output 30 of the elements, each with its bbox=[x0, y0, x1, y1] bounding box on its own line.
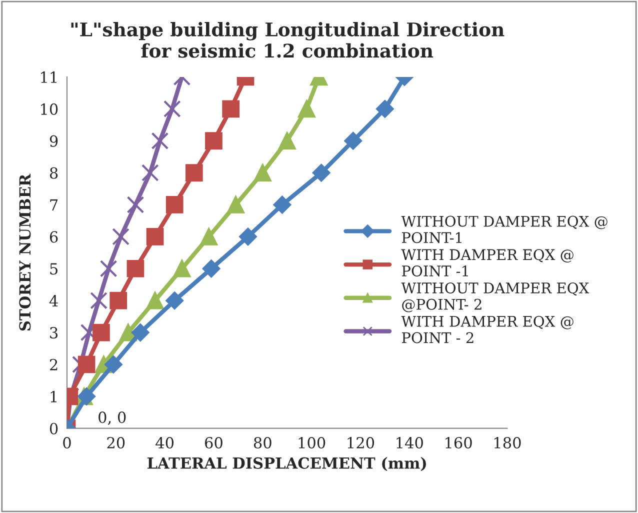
x-tick-label: 120 bbox=[348, 436, 374, 449]
legend-label: WITH DAMPER EQX @ POINT - 2 bbox=[401, 316, 574, 344]
x-tick-label: 140 bbox=[396, 436, 423, 449]
x-tick-label: 0 bbox=[63, 436, 71, 449]
y-tick-label: 4 bbox=[49, 295, 58, 306]
y-tick-label: 9 bbox=[50, 135, 58, 147]
y-tick-label: 10 bbox=[41, 103, 58, 115]
x-tick-label: 40 bbox=[156, 436, 174, 449]
y-tick-label: 11 bbox=[41, 71, 56, 83]
y-tick-label: 1 bbox=[50, 390, 56, 402]
x-tick-label: 180 bbox=[494, 436, 521, 449]
x-tick-label: 160 bbox=[446, 436, 472, 449]
y-tick-label: 5 bbox=[50, 263, 58, 275]
x-tick-label: 100 bbox=[298, 436, 326, 449]
y-tick-label: 3 bbox=[50, 326, 58, 339]
legend-label: WITHOUT DAMPER EQX @POINT- 2 bbox=[401, 282, 590, 312]
legend-label: WITH DAMPER EQX @ POINT -1 bbox=[401, 249, 574, 276]
legend-label: WITHOUT DAMPER EQX @ POINT-1 bbox=[401, 216, 608, 244]
x-axis-title: LATERAL DISPLACEMENT (mm) bbox=[147, 457, 426, 472]
x-tick-label: 20 bbox=[107, 436, 125, 449]
y-tick-label: 8 bbox=[50, 167, 58, 179]
y-tick-label: 0 bbox=[50, 422, 58, 434]
annotation: 0, 0 bbox=[98, 412, 126, 425]
x-tick-label: 80 bbox=[254, 436, 272, 449]
chart-title: "L"shape building Longitudinal Direction for seismic 1.2 combination bbox=[71, 22, 504, 58]
y-axis-title: STOREY NUMBER bbox=[19, 174, 31, 331]
x-tick-label: 60 bbox=[205, 436, 222, 449]
y-tick-label: 6 bbox=[50, 231, 58, 243]
y-tick-label: 7 bbox=[50, 199, 58, 211]
y-tick-label: 2 bbox=[50, 358, 58, 370]
